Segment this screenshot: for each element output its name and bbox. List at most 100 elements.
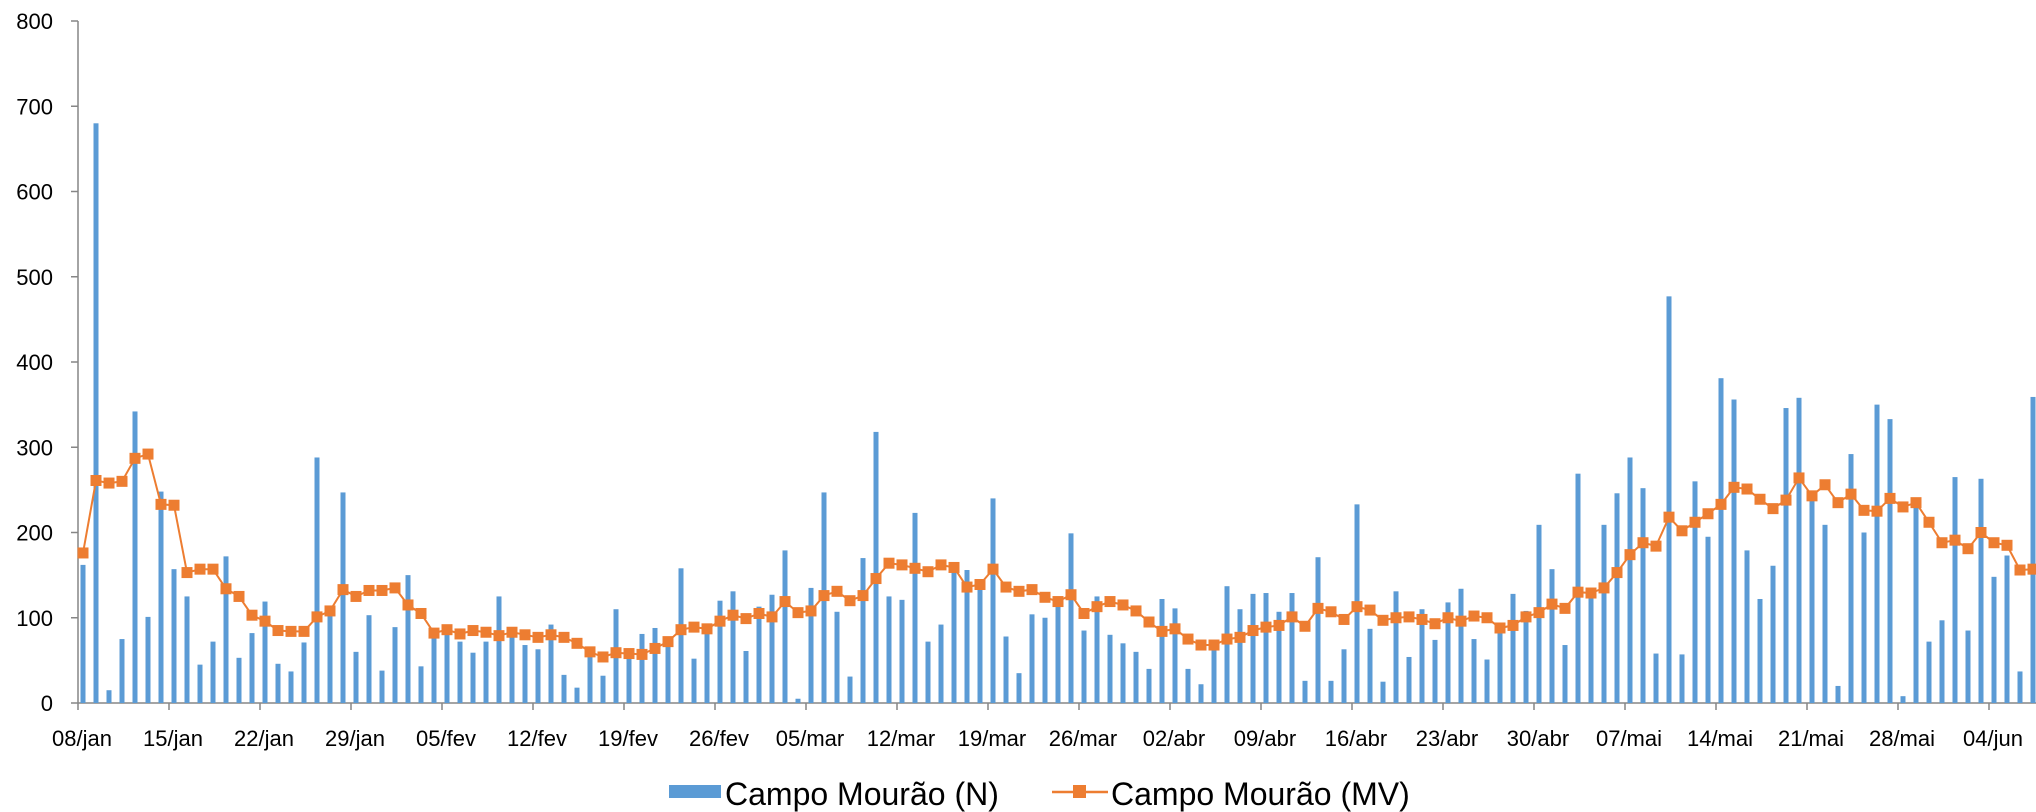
y-tick-label: 200 — [16, 521, 53, 546]
line-point — [1715, 498, 1727, 510]
x-tick-label: 19/mar — [958, 726, 1026, 751]
bar — [1406, 656, 1412, 703]
line-point — [1429, 618, 1441, 630]
line-point — [610, 647, 622, 659]
bar — [1250, 593, 1256, 703]
line-point — [571, 637, 583, 649]
bar — [405, 575, 411, 703]
line-point — [1897, 501, 1909, 513]
legend-swatch-marker — [1073, 785, 1086, 798]
bar — [1835, 685, 1841, 703]
x-tick-label: 09/abr — [1234, 726, 1296, 751]
line-point — [701, 623, 713, 635]
bar — [1068, 533, 1074, 703]
bar — [1159, 598, 1165, 703]
bar — [704, 626, 710, 703]
line-point — [311, 611, 323, 623]
bar — [262, 601, 268, 703]
y-tick-label: 700 — [16, 94, 53, 119]
line-point — [831, 585, 843, 597]
bar — [938, 624, 944, 703]
line-point — [1572, 586, 1584, 598]
bar — [496, 596, 502, 703]
y-axis: 0 100 200 300 400 500 600 700 800 — [16, 9, 79, 716]
bar — [847, 676, 853, 703]
line-point — [519, 629, 531, 641]
legend: Campo Mourão (N) Campo Mourão (MV) — [669, 776, 1410, 812]
x-tick-label: 02/abr — [1143, 726, 1205, 751]
bar — [1445, 602, 1451, 703]
bar — [1055, 600, 1061, 703]
x-tick-label: 04/jun — [1963, 726, 2023, 751]
line-point — [1754, 493, 1766, 505]
line-point — [1195, 639, 1207, 651]
line-point — [649, 642, 661, 654]
line-point — [428, 627, 440, 639]
line-point — [1026, 584, 1038, 596]
line-point — [1390, 612, 1402, 624]
bar — [1276, 611, 1282, 703]
line-point — [714, 615, 726, 627]
bar — [1315, 557, 1321, 703]
bar — [470, 652, 476, 703]
bar — [665, 641, 671, 703]
line-point — [1338, 613, 1350, 625]
line-series — [77, 448, 2036, 663]
line-point — [818, 590, 830, 602]
line-point — [1858, 504, 1870, 516]
line-point — [805, 605, 817, 617]
bar — [1861, 532, 1867, 703]
line-point — [1364, 604, 1376, 616]
bar — [1003, 636, 1009, 703]
bar — [522, 645, 528, 703]
line-point — [532, 631, 544, 643]
line-point — [480, 626, 492, 638]
line-point — [272, 625, 284, 637]
bar — [2030, 396, 2036, 703]
bar — [1666, 296, 1672, 703]
line-point — [116, 475, 128, 487]
line-point — [1416, 613, 1428, 625]
x-tick-label: 30/abr — [1507, 726, 1569, 751]
bar — [1523, 610, 1529, 703]
bar — [301, 642, 307, 703]
line-point — [1065, 589, 1077, 601]
line-point — [883, 557, 895, 569]
bar — [210, 641, 216, 703]
bar — [873, 431, 879, 703]
bar — [990, 498, 996, 703]
line-point — [77, 547, 89, 559]
line-point — [337, 584, 349, 596]
line-point — [1598, 582, 1610, 594]
bar — [1718, 378, 1724, 703]
bar — [444, 631, 450, 703]
line-point — [844, 595, 856, 607]
bar — [1497, 624, 1503, 703]
line-point — [389, 582, 401, 594]
line-point — [220, 583, 232, 595]
bar — [418, 666, 424, 703]
line-point — [909, 562, 921, 574]
line-point — [753, 607, 765, 619]
x-tick-label: 08/jan — [52, 726, 112, 751]
bar — [860, 558, 866, 703]
line-point — [1884, 492, 1896, 504]
line-point — [1351, 601, 1363, 613]
bar — [808, 587, 814, 703]
bar — [1289, 593, 1295, 703]
line-point — [922, 566, 934, 578]
bar — [327, 606, 333, 703]
bar — [1120, 643, 1126, 703]
bar — [639, 633, 645, 703]
line-point — [1819, 479, 1831, 491]
bar — [1614, 493, 1620, 703]
line-point — [1793, 472, 1805, 484]
bar — [1679, 654, 1685, 703]
bar — [145, 616, 151, 703]
line-point — [194, 563, 206, 575]
line-point — [467, 625, 479, 637]
bar — [1640, 488, 1646, 703]
line-point — [740, 613, 752, 625]
line-point — [675, 624, 687, 636]
bar — [1939, 620, 1945, 703]
